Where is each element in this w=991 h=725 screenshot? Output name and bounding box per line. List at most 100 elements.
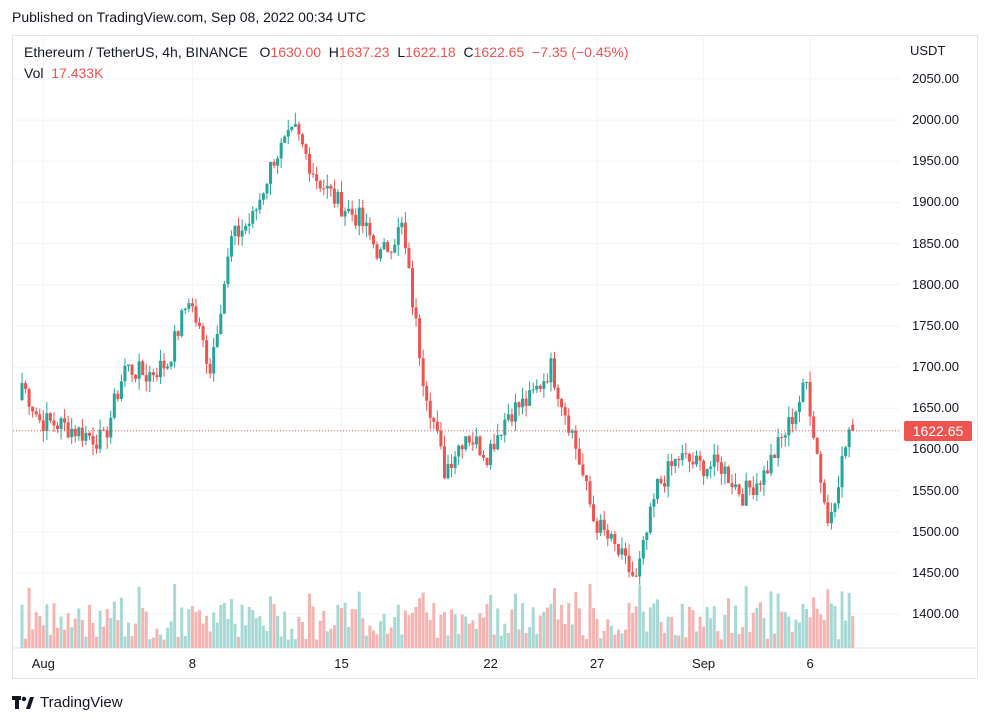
volume-bar <box>403 610 407 648</box>
volume-bar <box>705 607 709 648</box>
volume-bar <box>134 623 138 648</box>
candle-body <box>269 161 272 184</box>
volume-bar <box>663 632 667 648</box>
candle-body <box>315 174 319 182</box>
candle-body <box>215 333 219 347</box>
candle-body <box>496 435 500 450</box>
volume-bar <box>570 624 574 648</box>
candle-body <box>137 361 141 379</box>
candle-body <box>98 429 102 449</box>
volume-bar <box>797 622 801 648</box>
candle-body <box>368 222 372 236</box>
candle-body <box>840 456 844 488</box>
volume-bar <box>616 629 620 648</box>
candle-body <box>716 454 720 463</box>
volume-bar <box>599 638 603 648</box>
candle-body <box>439 430 443 447</box>
candle-body <box>24 383 28 389</box>
volume-bar <box>563 623 567 648</box>
candle-body <box>531 389 535 391</box>
candle-body <box>212 346 216 374</box>
volume-bar <box>744 586 748 648</box>
volume-bar <box>734 605 738 648</box>
candle-body <box>347 208 351 212</box>
volume-bar <box>709 618 713 648</box>
candle-body <box>127 364 130 366</box>
volume-bar <box>112 601 116 648</box>
volume-bar <box>48 634 52 648</box>
candle-body <box>794 411 798 424</box>
candle-body <box>517 402 521 408</box>
candle-body <box>411 268 414 308</box>
candle-body <box>198 322 201 327</box>
volume-bar <box>169 621 173 648</box>
volume-bar <box>581 635 585 648</box>
volume-bar <box>215 622 219 648</box>
volume-bar <box>574 592 578 648</box>
candle-body <box>176 331 180 337</box>
candle-body <box>258 199 262 210</box>
candle-body <box>805 381 809 383</box>
candle-body <box>276 158 280 166</box>
volume-bar <box>45 604 49 648</box>
volume-bar <box>190 606 194 648</box>
volume-bar <box>308 593 312 648</box>
candle-body <box>506 414 510 420</box>
volume-bar <box>556 619 560 648</box>
candle-body <box>421 358 425 386</box>
volume-bar <box>627 602 631 648</box>
footer-brand[interactable]: TradingView <box>12 694 123 711</box>
volume-bar <box>652 603 656 648</box>
volume-bar <box>538 615 542 648</box>
candle-body <box>311 173 315 175</box>
candle-body <box>329 185 333 189</box>
candle-body <box>513 402 517 422</box>
volume-bar <box>567 603 571 648</box>
volume-bar <box>361 618 365 648</box>
volume-bar <box>290 628 294 648</box>
volume-bar <box>837 639 840 648</box>
volume-bar <box>822 619 826 648</box>
candle-body <box>563 407 567 416</box>
candle-body <box>322 188 326 190</box>
volume-bar <box>716 631 720 648</box>
volume-bar <box>513 593 517 648</box>
volume-bar <box>269 596 272 648</box>
volume-bar <box>698 616 702 648</box>
candle-body <box>418 318 422 359</box>
candle-body <box>751 487 755 496</box>
candle-body <box>652 499 656 507</box>
footer-brand-label: TradingView <box>40 694 123 711</box>
volume-bar <box>318 620 322 648</box>
candle-body <box>748 480 752 488</box>
candle-body <box>52 420 56 426</box>
candle-body <box>556 387 560 399</box>
candle-body <box>251 211 255 224</box>
volume-bar <box>655 599 659 648</box>
volume-bar <box>780 611 784 648</box>
volume-bar <box>737 634 741 648</box>
volume-bar <box>347 626 351 648</box>
volume-bar <box>684 637 688 648</box>
volume-bar <box>418 598 422 648</box>
candle-body <box>229 236 233 257</box>
volume-bar <box>801 604 805 648</box>
candle-body <box>773 454 777 458</box>
legend-symbol: Ethereum / TetherUS, 4h, BINANCE <box>24 44 248 60</box>
volume-bar <box>38 616 42 648</box>
volume-bar <box>847 592 851 648</box>
candle-body <box>293 124 297 127</box>
candle-body <box>691 461 695 465</box>
candle-body <box>553 358 556 388</box>
volume-bar <box>332 625 336 648</box>
y-tick-label: 1900.00 <box>912 194 959 210</box>
y-tick-label: 1500.00 <box>912 523 959 539</box>
candle-body <box>766 470 769 474</box>
candle-body <box>183 308 187 311</box>
candle-body <box>776 437 780 458</box>
candle-body <box>812 416 816 438</box>
volume-bar <box>659 621 663 648</box>
volume-bar <box>595 619 599 648</box>
candle-body <box>687 453 691 462</box>
candle-body <box>734 484 738 488</box>
